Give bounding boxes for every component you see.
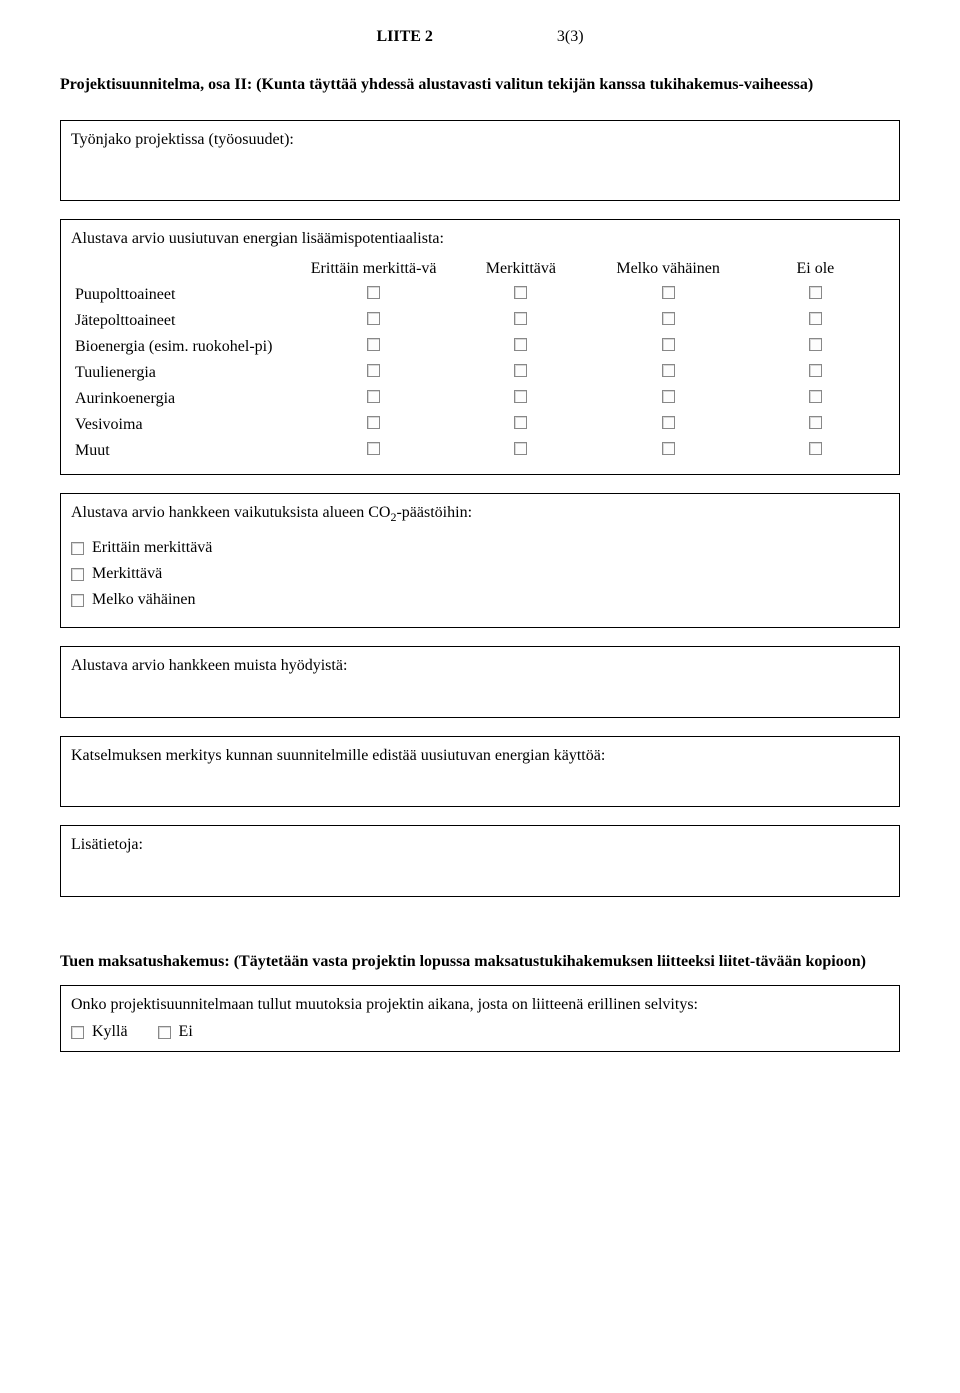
checkbox[interactable] — [514, 390, 527, 403]
energy-potential-title: Alustava arvio uusiutuvan energian lisää… — [71, 228, 889, 250]
co2-title-prefix: Alustava arvio hankkeen vaikutuksista al… — [71, 504, 390, 521]
checkbox[interactable] — [158, 1026, 171, 1039]
checkbox[interactable] — [662, 364, 675, 377]
checkbox[interactable] — [809, 416, 822, 429]
checkbox[interactable] — [71, 542, 84, 555]
checkbox[interactable] — [71, 568, 84, 581]
list-item: Merkittävä — [71, 565, 889, 583]
checkbox[interactable] — [514, 442, 527, 455]
checkbox[interactable] — [367, 390, 380, 403]
payment-title: Tuen maksatushakemus: (Täytetään vasta p… — [60, 951, 900, 973]
checkbox[interactable] — [662, 338, 675, 351]
checkbox[interactable] — [367, 338, 380, 351]
checkbox[interactable] — [71, 1026, 84, 1039]
checkbox[interactable] — [662, 312, 675, 325]
no-label: Ei — [179, 1023, 193, 1041]
table-row: Puupolttoaineet — [71, 282, 889, 308]
checkbox[interactable] — [809, 364, 822, 377]
row-label: Aurinkoenergia — [71, 386, 300, 412]
other-benefits-box: Alustava arvio hankkeen muista hyödyistä… — [60, 646, 900, 718]
list-item: Erittäin merkittävä — [71, 539, 889, 557]
review-significance-box: Katselmuksen merkitys kunnan suunnitelmi… — [60, 736, 900, 808]
checkbox[interactable] — [514, 364, 527, 377]
checkbox[interactable] — [514, 286, 527, 299]
review-title: Katselmuksen merkitys kunnan suunnitelmi… — [71, 745, 889, 767]
checkbox[interactable] — [514, 338, 527, 351]
checkbox[interactable] — [514, 416, 527, 429]
checkbox[interactable] — [662, 390, 675, 403]
checkbox[interactable] — [367, 364, 380, 377]
row-label: Muut — [71, 438, 300, 464]
table-row: Jätepolttoaineet — [71, 308, 889, 334]
col-header: Melko vähäinen — [595, 256, 742, 282]
checkbox[interactable] — [71, 594, 84, 607]
checkbox[interactable] — [367, 442, 380, 455]
row-label: Puupolttoaineet — [71, 282, 300, 308]
checkbox[interactable] — [809, 312, 822, 325]
option-label: Melko vähäinen — [92, 591, 196, 609]
checkbox[interactable] — [367, 416, 380, 429]
row-label: Bioenergia (esim. ruokohel-pi) — [71, 334, 300, 360]
attachment-label: LIITE 2 — [376, 28, 432, 45]
col-header: Ei ole — [742, 256, 889, 282]
list-item: Melko vähäinen — [71, 591, 889, 609]
row-label: Tuulienergia — [71, 360, 300, 386]
table-row: Tuulienergia — [71, 360, 889, 386]
checkbox[interactable] — [809, 286, 822, 299]
payment-question-box: Onko projektisuunnitelmaan tullut muutok… — [60, 985, 900, 1053]
checkbox[interactable] — [809, 338, 822, 351]
payment-question: Onko projektisuunnitelmaan tullut muutok… — [71, 994, 889, 1016]
checkbox[interactable] — [809, 442, 822, 455]
col-header: Merkittävä — [447, 256, 594, 282]
more-info-box: Lisätietoja: — [60, 825, 900, 897]
yes-option: Kyllä — [71, 1023, 128, 1041]
co2-title-suffix: -päästöihin: — [396, 504, 472, 521]
checkbox[interactable] — [809, 390, 822, 403]
energy-potential-box: Alustava arvio uusiutuvan energian lisää… — [60, 219, 900, 475]
col-header: Erittäin merkittä-vä — [300, 256, 447, 282]
work-division-title: Työnjako projektissa (työosuudet): — [71, 129, 889, 151]
page-header: LIITE 2 3(3) — [60, 28, 900, 46]
other-benefits-title: Alustava arvio hankkeen muista hyödyistä… — [71, 655, 889, 677]
co2-impact-box: Alustava arvio hankkeen vaikutuksista al… — [60, 493, 900, 628]
checkbox[interactable] — [662, 416, 675, 429]
checkbox[interactable] — [514, 312, 527, 325]
page-number: 3(3) — [557, 28, 584, 45]
no-option: Ei — [158, 1023, 193, 1041]
energy-matrix-table: Erittäin merkittä-vä Merkittävä Melko vä… — [71, 256, 889, 464]
row-label: Vesivoima — [71, 412, 300, 438]
row-label: Jätepolttoaineet — [71, 308, 300, 334]
yes-label: Kyllä — [92, 1023, 128, 1041]
work-division-box: Työnjako projektissa (työosuudet): — [60, 120, 900, 202]
table-row: Vesivoima — [71, 412, 889, 438]
table-row: Bioenergia (esim. ruokohel-pi) — [71, 334, 889, 360]
option-label: Merkittävä — [92, 565, 162, 583]
checkbox[interactable] — [662, 442, 675, 455]
more-info-title: Lisätietoja: — [71, 834, 889, 856]
table-row: Aurinkoenergia — [71, 386, 889, 412]
checkbox[interactable] — [662, 286, 675, 299]
option-label: Erittäin merkittävä — [92, 539, 212, 557]
project-plan-title: Projektisuunnitelma, osa II: (Kunta täyt… — [60, 74, 900, 96]
checkbox[interactable] — [367, 312, 380, 325]
checkbox[interactable] — [367, 286, 380, 299]
co2-title: Alustava arvio hankkeen vaikutuksista al… — [71, 502, 889, 525]
table-row: Muut — [71, 438, 889, 464]
